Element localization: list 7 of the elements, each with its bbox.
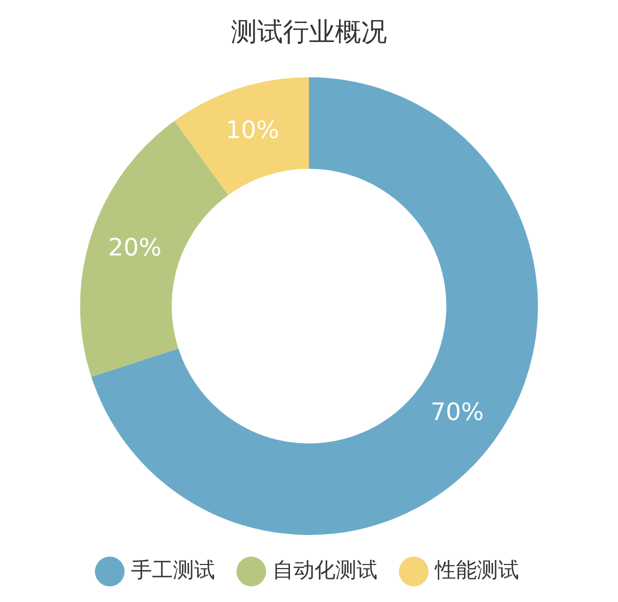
data-label: 10% <box>226 116 280 144</box>
legend-label: 手工测试 <box>130 558 215 582</box>
data-label: 20% <box>108 234 162 262</box>
legend-label: 性能测试 <box>434 558 519 582</box>
data-label: 70% <box>430 398 484 426</box>
legend-label: 自动化测试 <box>272 558 378 582</box>
chart-title: 测试行业概况 <box>231 17 387 48</box>
